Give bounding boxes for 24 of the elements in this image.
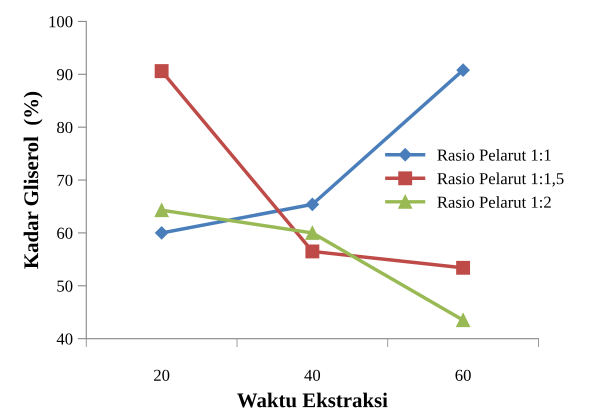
point xyxy=(154,64,169,78)
y-tick-label: 70 xyxy=(58,174,72,186)
x-axis-title: Waktu Ekstraksi xyxy=(237,392,388,408)
x-tick-label: 60 xyxy=(455,370,471,381)
point xyxy=(155,226,168,240)
point xyxy=(456,313,470,328)
point xyxy=(456,260,470,275)
y-axis-title: Kadar Gliserol (%) xyxy=(24,92,43,269)
point xyxy=(306,198,319,211)
point xyxy=(154,203,169,218)
legend-label: Rasio Pelarut 1:1,5 xyxy=(437,172,564,187)
point xyxy=(305,244,320,258)
y-tick-label: 60 xyxy=(57,228,72,239)
y-tick-label: 90 xyxy=(56,68,72,80)
y-tick-label: 100 xyxy=(50,16,72,28)
legend-label: Rasio Pelarut 1:1 xyxy=(437,148,551,161)
x-tick-label: 20 xyxy=(154,370,170,381)
y-tick-label: 40 xyxy=(56,333,72,345)
point xyxy=(456,63,470,77)
legend-label: Rasio Pelarut 1:2 xyxy=(437,196,551,208)
point xyxy=(305,226,320,240)
y-tick-label: 50 xyxy=(57,280,72,292)
y-tick-label: 80 xyxy=(57,122,72,134)
x-tick-label: 40 xyxy=(304,370,320,381)
